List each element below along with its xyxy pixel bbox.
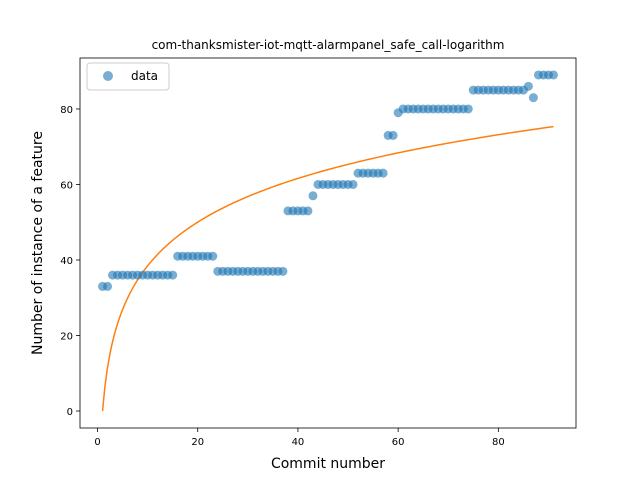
data-point [208,251,218,261]
y-axis-ticks: 0 20 40 60 80 [60,105,80,418]
data-point [388,130,398,140]
y-tick-label: 60 [60,180,73,191]
legend-marker-data [103,71,113,81]
y-tick-label: 0 [67,407,73,418]
chart-title: com-thanksmister-iot-mqtt-alarmpanel_saf… [152,38,505,52]
x-tick-label: 40 [292,437,305,448]
legend: data [86,62,170,91]
x-axis-label: Commit number [271,456,385,472]
fit-line [101,125,554,412]
y-tick-label: 20 [60,332,73,343]
axes-frame [79,57,577,429]
axes-border [79,57,577,429]
data-point [278,266,288,276]
y-tick-label: 80 [60,105,73,116]
points-layer [98,70,558,291]
legend-label-data: data [131,69,158,83]
data-point [463,104,473,114]
legend-box [86,62,170,91]
data-point [168,270,178,280]
data-point [103,281,113,291]
x-tick-label: 0 [94,437,100,448]
data-point [523,81,533,91]
x-tick-label: 80 [492,437,505,448]
data-point [548,70,558,80]
y-axis-label: Number of instance of a feature [30,131,46,355]
x-axis-ticks: 0 20 40 60 80 [94,428,505,448]
fit-layer [101,125,554,412]
y-tick-label: 40 [60,256,73,267]
data-point [308,191,318,201]
data-point [348,179,358,189]
x-tick-label: 20 [191,437,204,448]
data-point [303,206,313,216]
data-point [378,168,388,178]
data-point [528,93,538,103]
x-tick-label: 60 [392,437,405,448]
